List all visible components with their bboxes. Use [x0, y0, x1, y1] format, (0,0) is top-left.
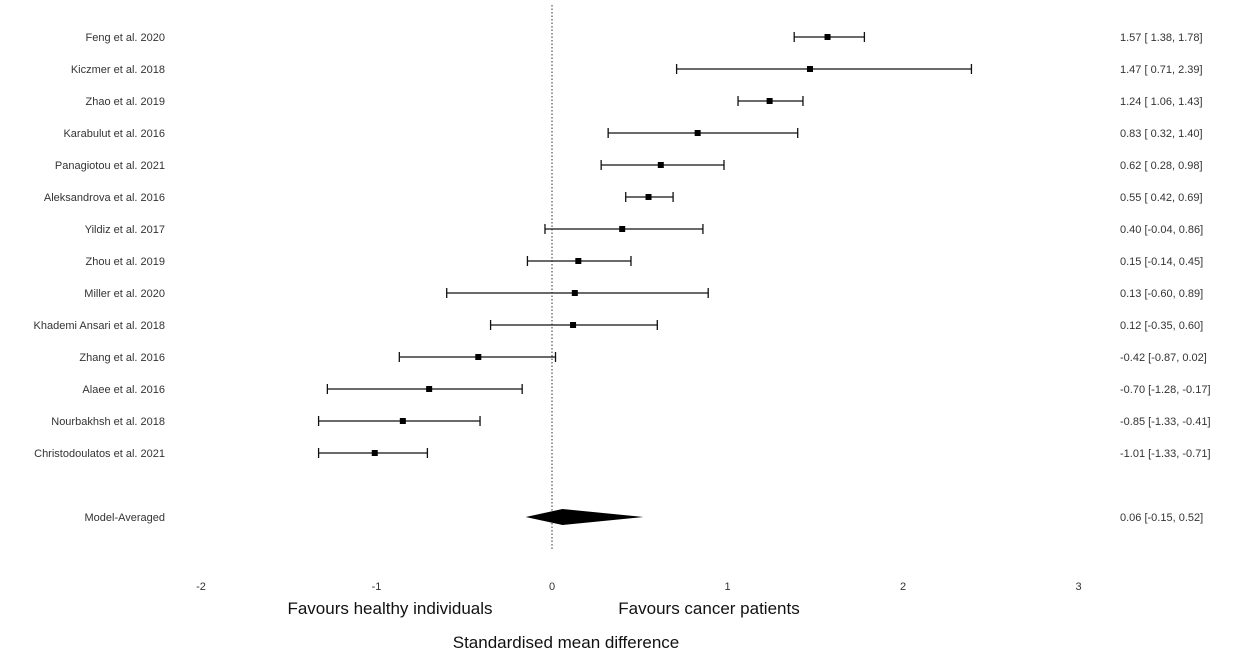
study-name: Aleksandrova et al. 2016: [44, 192, 165, 204]
study-name: Nourbakhsh et al. 2018: [51, 416, 165, 428]
x-tick-label: 1: [724, 581, 730, 593]
ci-text: -0.70 [-1.28, -0.17]: [1120, 384, 1211, 396]
point-estimate: [645, 194, 652, 200]
ci-text: 0.15 [-0.14, 0.45]: [1120, 256, 1203, 268]
point-estimate: [619, 226, 626, 232]
ci-text: -1.01 [-1.33, -0.71]: [1120, 448, 1211, 460]
study-name: Panagiotou et al. 2021: [55, 160, 165, 172]
x-axis-title: Standardised mean difference: [453, 633, 680, 652]
ci-text: 1.47 [ 0.71, 2.39]: [1120, 64, 1203, 76]
study-row: Christodoulatos et al. 2021 -1.01 [-1.33,…: [34, 448, 1211, 460]
point-estimate: [371, 450, 378, 456]
ci-text: 0.12 [-0.35, 0.60]: [1120, 320, 1203, 332]
point-estimate: [475, 354, 482, 360]
point-estimate: [824, 34, 831, 40]
study-row: Zhou et al. 2019 0.15 [-0.14, 0.45]: [85, 256, 1203, 268]
point-estimate: [694, 130, 701, 136]
x-tick-label: 3: [1075, 581, 1081, 593]
ci-text: 0.55 [ 0.42, 0.69]: [1120, 192, 1203, 204]
point-estimate: [399, 418, 406, 424]
ci-text: -0.42 [-0.87, 0.02]: [1120, 352, 1207, 364]
favour-right-label: Favours cancer patients: [618, 599, 799, 618]
x-tick-label: -1: [372, 581, 382, 593]
study-name: Yildiz et al. 2017: [85, 224, 165, 236]
summary-diamond: [525, 509, 644, 525]
point-estimate: [571, 290, 578, 296]
study-name: Christodoulatos et al. 2021: [34, 448, 165, 460]
x-tick-label: 0: [549, 581, 555, 593]
point-estimate: [570, 322, 577, 328]
study-name: Khademi Ansari et al. 2018: [34, 320, 165, 332]
favour-left-label: Favours healthy individuals: [287, 599, 492, 618]
study-row: Karabulut et al. 2016 0.83 [ 0.32, 1.40]: [63, 128, 1203, 140]
point-estimate: [657, 162, 664, 168]
ci-text: 0.83 [ 0.32, 1.40]: [1120, 128, 1203, 140]
summary-ci-text: 0.06 [-0.15, 0.52]: [1120, 512, 1203, 524]
study-name: Feng et al. 2020: [85, 32, 165, 44]
study-row: Panagiotou et al. 2021 0.62 [ 0.28, 0.98]: [55, 160, 1203, 172]
study-row: Feng et al. 2020 1.57 [ 1.38, 1.78]: [85, 32, 1203, 44]
summary-row: Model-Averaged 0.06 [-0.15, 0.52]: [84, 509, 1203, 525]
x-tick-label: 2: [900, 581, 906, 593]
study-name: Zhao et al. 2019: [85, 96, 165, 108]
study-name: Zhou et al. 2019: [85, 256, 165, 268]
point-estimate: [806, 66, 813, 72]
study-name: Alaee et al. 2016: [82, 384, 165, 396]
study-row: Miller et al. 2020 0.13 [-0.60, 0.89]: [84, 288, 1203, 300]
ci-text: 0.40 [-0.04, 0.86]: [1120, 224, 1203, 236]
study-row: Alaee et al. 2016 -0.70 [-1.28, -0.17]: [82, 384, 1211, 396]
study-name: Karabulut et al. 2016: [63, 128, 165, 140]
ci-text: 1.57 [ 1.38, 1.78]: [1120, 32, 1203, 44]
study-name: Kiczmer et al. 2018: [71, 64, 165, 76]
point-estimate: [575, 258, 582, 264]
summary-name: Model-Averaged: [84, 512, 165, 524]
study-row: Yildiz et al. 2017 0.40 [-0.04, 0.86]: [85, 224, 1203, 236]
x-tick-label: -2: [196, 581, 206, 593]
x-axis: -2 -1 0 1 2 3: [196, 581, 1081, 593]
ci-text: -0.85 [-1.33, -0.41]: [1120, 416, 1211, 428]
study-row: Khademi Ansari et al. 2018 0.12 [-0.35, 0…: [34, 320, 1203, 332]
ci-text: 0.13 [-0.60, 0.89]: [1120, 288, 1203, 300]
study-row: Kiczmer et al. 2018 1.47 [ 0.71, 2.39]: [71, 64, 1203, 76]
study-name: Zhang et al. 2016: [79, 352, 165, 364]
study-row: Zhang et al. 2016 -0.42 [-0.87, 0.02]: [79, 352, 1207, 364]
point-estimate: [766, 98, 773, 104]
point-estimate: [426, 386, 433, 392]
ci-text: 1.24 [ 1.06, 1.43]: [1120, 96, 1203, 108]
study-row: Zhao et al. 2019 1.24 [ 1.06, 1.43]: [85, 96, 1203, 108]
study-row: Aleksandrova et al. 2016 0.55 [ 0.42, 0.6…: [44, 192, 1203, 204]
study-rows: Feng et al. 2020 1.57 [ 1.38, 1.78] Kiczme…: [34, 32, 1211, 460]
ci-text: 0.62 [ 0.28, 0.98]: [1120, 160, 1203, 172]
study-row: Nourbakhsh et al. 2018 -0.85 [-1.33, -0.4…: [51, 416, 1211, 428]
study-name: Miller et al. 2020: [84, 288, 165, 300]
